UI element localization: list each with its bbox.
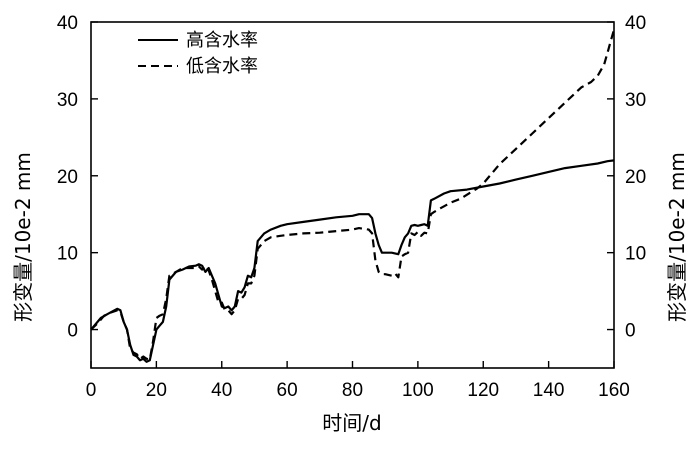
y-tick-label-right: 20 bbox=[625, 167, 646, 188]
y-tick-label-left: 0 bbox=[67, 321, 78, 342]
y-axis-title-right: 形变量/10e-2 mm bbox=[665, 152, 689, 322]
y-tick-label-right: 0 bbox=[625, 321, 636, 342]
x-tick-label: 60 bbox=[277, 380, 298, 401]
x-tick-label: 0 bbox=[86, 380, 97, 401]
plot-area: 0 20 40 60 80 100 120 140 160 0 10 20 30 40 0 10 20 30 40 bbox=[57, 13, 646, 401]
series-line-high-moisture bbox=[90, 159, 615, 363]
x-tick-label: 40 bbox=[211, 380, 232, 401]
x-axis-title: 时间/d bbox=[322, 411, 381, 435]
legend-label-low: 低含水率 bbox=[186, 56, 258, 77]
y-tick-label-right: 40 bbox=[625, 13, 646, 34]
legend: 高含水率 低含水率 bbox=[138, 30, 258, 77]
plot-frame bbox=[90, 21, 615, 369]
series-line-low-moisture bbox=[90, 29, 616, 361]
x-tick-label: 140 bbox=[533, 380, 565, 401]
x-tick-label: 160 bbox=[598, 380, 630, 401]
y-tick-label-left: 40 bbox=[57, 13, 78, 34]
legend-label-high: 高含水率 bbox=[186, 30, 258, 51]
x-tick-label: 80 bbox=[342, 380, 363, 401]
x-tick-label: 20 bbox=[146, 380, 167, 401]
x-tick-label: 120 bbox=[467, 380, 499, 401]
y-tick-label-left: 20 bbox=[57, 167, 78, 188]
ticks: 0 20 40 60 80 100 120 140 160 0 10 20 30 40 0 10 20 30 40 bbox=[57, 13, 646, 401]
series-layer bbox=[90, 29, 616, 363]
y-tick-label-left: 10 bbox=[57, 244, 78, 265]
y-tick-label-right: 10 bbox=[625, 244, 646, 265]
y-tick-label-left: 30 bbox=[57, 90, 78, 111]
y-tick-label-right: 30 bbox=[625, 90, 646, 111]
x-tick-label: 100 bbox=[402, 380, 434, 401]
y-axis-title-left: 形变量/10e-2 mm bbox=[11, 152, 35, 322]
